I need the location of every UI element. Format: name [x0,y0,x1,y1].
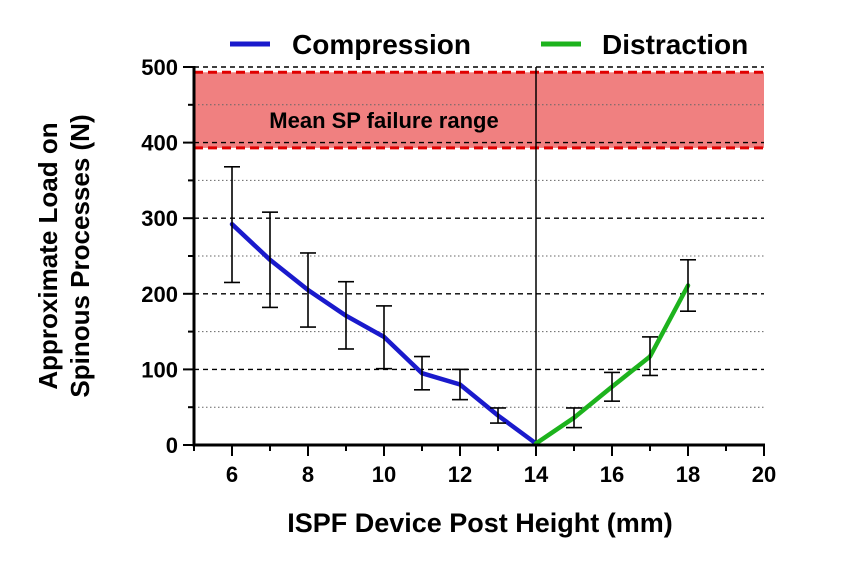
x-tick-label: 10 [372,462,396,487]
x-tick-label: 8 [302,462,314,487]
y-axis-label-line-2: Spinous Processes (N) [65,114,95,397]
y-tick-label: 500 [141,55,178,80]
y-axis-label-line-1: Approximate Load on [33,122,63,389]
x-tick-label: 6 [226,462,238,487]
y-tick-label: 400 [141,131,178,156]
series-layer [229,221,691,446]
band-label: Mean SP failure range [269,108,498,133]
error-bar-layer [224,165,696,429]
failure-band-layer [194,70,764,150]
x-tick-label: 12 [448,462,472,487]
y-tick-label: 300 [141,206,178,231]
failure-band [194,72,764,148]
x-tick-label: 18 [676,462,700,487]
y-tick-label: 100 [141,357,178,382]
grid-layer [194,66,764,408]
legend-label-compression: Compression [292,29,471,60]
y-tick-label: 200 [141,282,178,307]
x-tick-label: 16 [600,462,624,487]
legend-label-distraction: Distraction [602,29,748,60]
legend: Compression Distraction [230,29,748,60]
x-tick-label: 14 [524,462,549,487]
y-tick-label: 0 [166,433,178,458]
x-axis-label: ISPF Device Post Height (mm) [287,508,673,538]
x-tick-label: 20 [752,462,776,487]
series-line-distraction [533,283,691,446]
